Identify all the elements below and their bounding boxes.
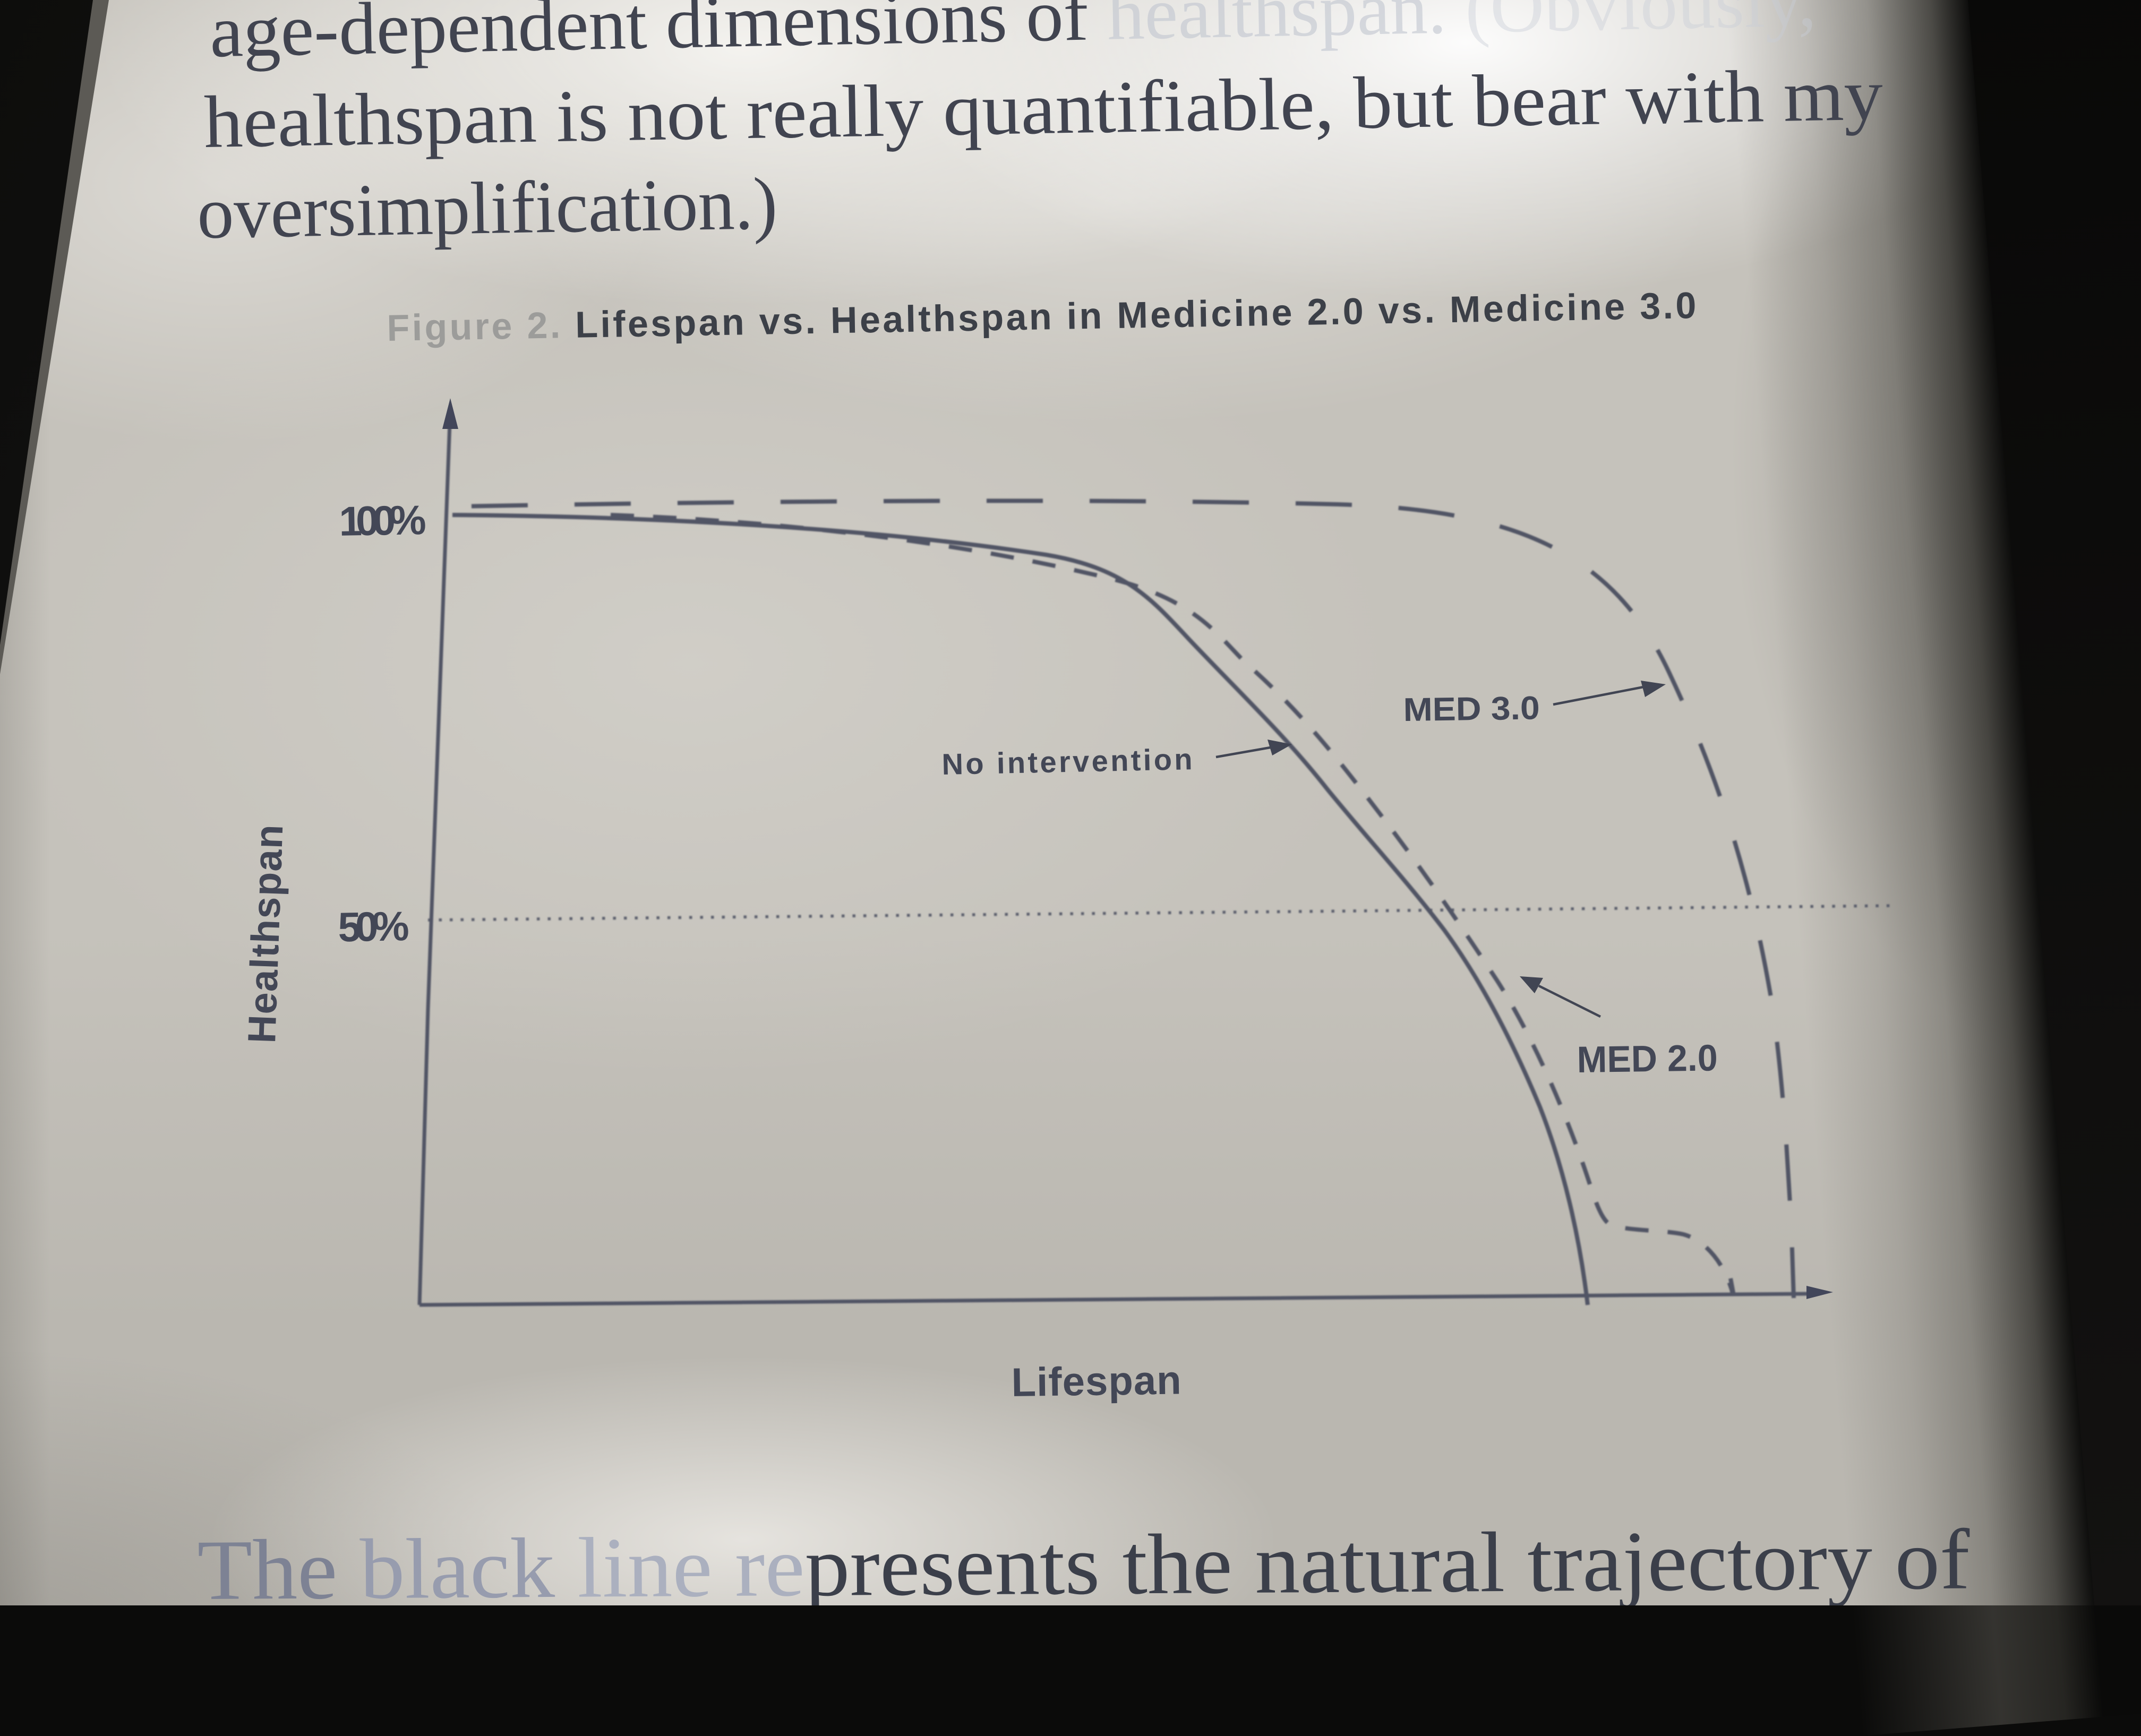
svg-text:MED 3.0: MED 3.0	[1403, 690, 1540, 728]
svg-text:100%: 100%	[339, 496, 427, 545]
svg-text:healthspan is not really quant: healthspan is not really quantifiable, b…	[203, 54, 1883, 164]
svg-text:50%: 50%	[338, 903, 410, 950]
svg-text:MED 2.0: MED 2.0	[1577, 1037, 1718, 1080]
svg-text:No intervention: No intervention	[941, 742, 1193, 781]
svg-text:oversimplification.): oversimplification.)	[196, 162, 778, 254]
svg-text:Figure 2. Lifespan vs. Healths: Figure 2. Lifespan vs. Healthspan in Med…	[387, 285, 1697, 349]
svg-text:Lifespan: Lifespan	[1011, 1358, 1181, 1405]
svg-text:Healthspan: Healthspan	[239, 824, 291, 1044]
